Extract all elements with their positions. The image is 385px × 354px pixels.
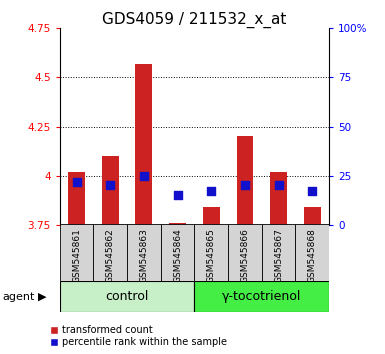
Text: GSM545861: GSM545861 xyxy=(72,228,81,283)
Point xyxy=(174,193,181,198)
Bar xyxy=(136,64,152,225)
Point xyxy=(276,183,282,188)
Text: GSM545864: GSM545864 xyxy=(173,228,182,283)
Bar xyxy=(194,281,329,312)
Point xyxy=(141,173,147,178)
Bar xyxy=(194,224,228,281)
Legend: transformed count, percentile rank within the sample: transformed count, percentile rank withi… xyxy=(50,325,227,347)
Bar xyxy=(304,207,321,225)
Text: γ-tocotrienol: γ-tocotrienol xyxy=(222,290,301,303)
Point xyxy=(107,183,113,188)
Text: GSM545866: GSM545866 xyxy=(241,228,249,283)
Text: GSM545868: GSM545868 xyxy=(308,228,317,283)
Bar xyxy=(169,223,186,225)
Bar xyxy=(93,224,127,281)
Point xyxy=(242,183,248,188)
Bar xyxy=(102,156,119,225)
Bar xyxy=(270,172,287,225)
Bar xyxy=(60,281,194,312)
Bar xyxy=(262,224,296,281)
Bar xyxy=(127,224,161,281)
Text: agent: agent xyxy=(2,292,34,302)
Bar xyxy=(203,207,220,225)
Bar xyxy=(68,172,85,225)
Text: control: control xyxy=(105,290,149,303)
Title: GDS4059 / 211532_x_at: GDS4059 / 211532_x_at xyxy=(102,12,286,28)
Point xyxy=(309,189,315,194)
Bar xyxy=(296,224,329,281)
Bar xyxy=(161,224,194,281)
Text: GSM545867: GSM545867 xyxy=(274,228,283,283)
Text: GSM545862: GSM545862 xyxy=(106,228,115,283)
Bar xyxy=(228,224,262,281)
Point xyxy=(208,189,214,194)
Text: GSM545863: GSM545863 xyxy=(139,228,148,283)
Bar xyxy=(236,136,253,225)
Text: GSM545865: GSM545865 xyxy=(207,228,216,283)
Point xyxy=(74,179,80,184)
Text: ▶: ▶ xyxy=(38,292,46,302)
Bar xyxy=(60,224,93,281)
